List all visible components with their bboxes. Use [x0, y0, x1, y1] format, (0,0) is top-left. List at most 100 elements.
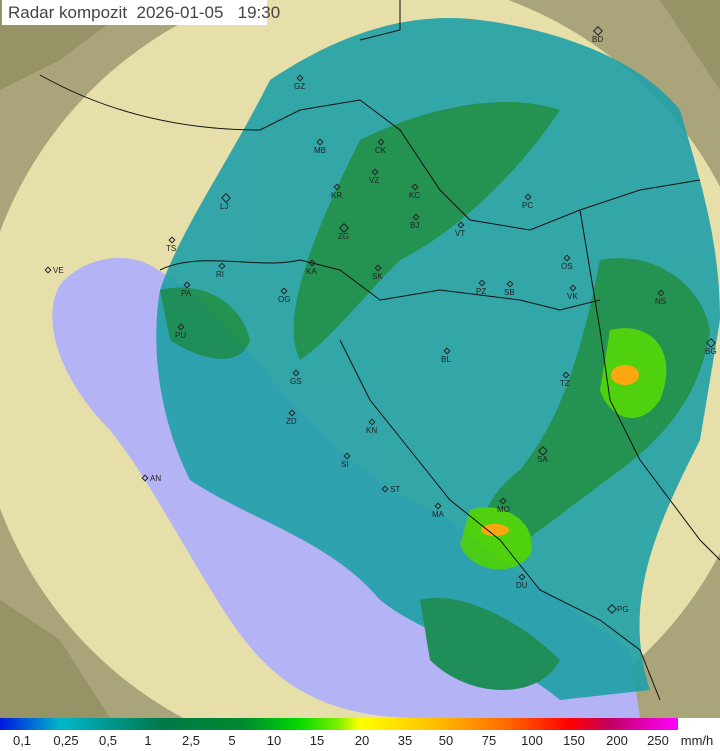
- city-label: RI: [216, 270, 224, 279]
- city-marker-icon: [296, 74, 304, 82]
- city-label: ST: [390, 485, 400, 494]
- city-marker-icon: [221, 193, 231, 203]
- city-label: VK: [567, 292, 578, 301]
- city-label: KC: [409, 191, 420, 200]
- city-label: KA: [306, 267, 317, 276]
- city-label: PU: [175, 331, 186, 340]
- city-marker-icon: [368, 418, 376, 426]
- city-marker-icon: [44, 266, 52, 274]
- city-marker-icon: [292, 369, 300, 377]
- city-marker-icon: [377, 138, 385, 146]
- city-marker-icon: [412, 213, 420, 221]
- scale-label: 0,5: [98, 733, 118, 748]
- city-label: PC: [522, 201, 533, 210]
- city-label: SA: [537, 455, 548, 464]
- radar-map: GZ MB CK VZ KR KC LJ BJ VT PC ZG TS KA SK VE RI OG PA PU PZ…: [0, 0, 720, 718]
- moderate-rain-band-north: [293, 101, 560, 360]
- scale-label: 15: [309, 733, 325, 748]
- scale-label: 250: [647, 733, 669, 748]
- city-marker-icon: [457, 221, 465, 229]
- scale-label: 35: [397, 733, 413, 748]
- city-marker-icon: [339, 223, 349, 233]
- city-marker-icon: [280, 287, 288, 295]
- city-label: PA: [181, 289, 192, 298]
- city-marker-icon: [374, 264, 382, 272]
- moderate-rain-band-east: [482, 258, 710, 560]
- city-label: SK: [372, 272, 383, 281]
- city-marker-icon: [607, 604, 617, 614]
- city-marker-icon: [371, 168, 379, 176]
- city-marker-icon: [333, 183, 341, 191]
- city-marker-icon: [141, 474, 149, 482]
- city-label: BJ: [410, 221, 419, 230]
- scale-label: 5: [228, 733, 236, 748]
- intense-rain-cell-east: [611, 365, 639, 385]
- city-label: PG: [617, 605, 629, 614]
- scale-label: 2,5: [181, 733, 201, 748]
- city-marker-icon: [499, 497, 507, 505]
- city-label: TS: [166, 244, 176, 253]
- city-label: CK: [375, 146, 387, 155]
- city-label: BD: [592, 35, 603, 44]
- city-label: LJ: [220, 202, 228, 211]
- intense-rain-cell-south: [481, 524, 509, 536]
- city-marker-icon: [308, 259, 316, 267]
- city-label: TZ: [560, 379, 570, 388]
- city-label: KN: [366, 426, 377, 435]
- scale-label: 0,25: [53, 733, 79, 748]
- city-marker-icon: [518, 573, 526, 581]
- city-label: VZ: [369, 176, 379, 185]
- city-marker-icon: [218, 262, 226, 270]
- city-label: OG: [278, 295, 290, 304]
- city-label: BL: [441, 355, 451, 364]
- scale-label: 0,1: [12, 733, 32, 748]
- scale-label: 50: [438, 733, 454, 748]
- city-marker-icon: [381, 485, 389, 493]
- city-marker-icon: [478, 279, 486, 287]
- scale-label: 75: [481, 733, 497, 748]
- city-marker-icon: [177, 323, 185, 331]
- city-marker-icon: [288, 409, 296, 417]
- city-label: BG: [705, 347, 717, 356]
- map-title: Radar kompozit 2026-01-05 19:30: [2, 0, 280, 25]
- city-label: ZG: [338, 232, 349, 241]
- scale-label: 10: [266, 733, 282, 748]
- city-label: MB: [314, 146, 326, 155]
- city-marker-icon: [563, 254, 571, 262]
- city-label: KR: [331, 191, 342, 200]
- scale-label: 100: [521, 733, 543, 748]
- city-label: GS: [290, 377, 302, 386]
- city-label: ZD: [286, 417, 297, 426]
- city-label: VT: [455, 229, 465, 238]
- city-markers: GZ MB CK VZ KR KC LJ BJ VT PC ZG TS KA SK VE RI OG PA PU PZ…: [44, 26, 717, 614]
- precipitation-color-scale: [0, 718, 678, 730]
- city-label: SI: [341, 460, 349, 469]
- scale-label: 200: [606, 733, 628, 748]
- city-marker-icon: [657, 289, 665, 297]
- city-label: VE: [53, 266, 64, 275]
- city-label: MA: [432, 510, 445, 519]
- city-label: NS: [655, 297, 666, 306]
- city-marker-icon: [316, 138, 324, 146]
- light-rain-area: [156, 18, 720, 701]
- scale-label: 150: [563, 733, 585, 748]
- city-marker-icon: [538, 446, 548, 456]
- city-marker-icon: [443, 347, 451, 355]
- city-label: OS: [561, 262, 573, 271]
- city-label: MO: [497, 505, 510, 514]
- country-borders: [39, 0, 720, 701]
- city-marker-icon: [569, 284, 577, 292]
- moderate-rain-istria: [160, 287, 250, 359]
- moderate-rain-sea: [420, 598, 560, 690]
- city-label: DU: [516, 581, 528, 590]
- city-marker-icon: [562, 371, 570, 379]
- city-marker-icon: [593, 26, 603, 36]
- city-marker-icon: [343, 452, 351, 460]
- city-label: AN: [150, 474, 161, 483]
- city-marker-icon: [524, 193, 532, 201]
- city-label: GZ: [294, 82, 305, 91]
- city-marker-icon: [706, 338, 716, 348]
- city-label: SB: [504, 288, 515, 297]
- city-marker-icon: [506, 280, 514, 288]
